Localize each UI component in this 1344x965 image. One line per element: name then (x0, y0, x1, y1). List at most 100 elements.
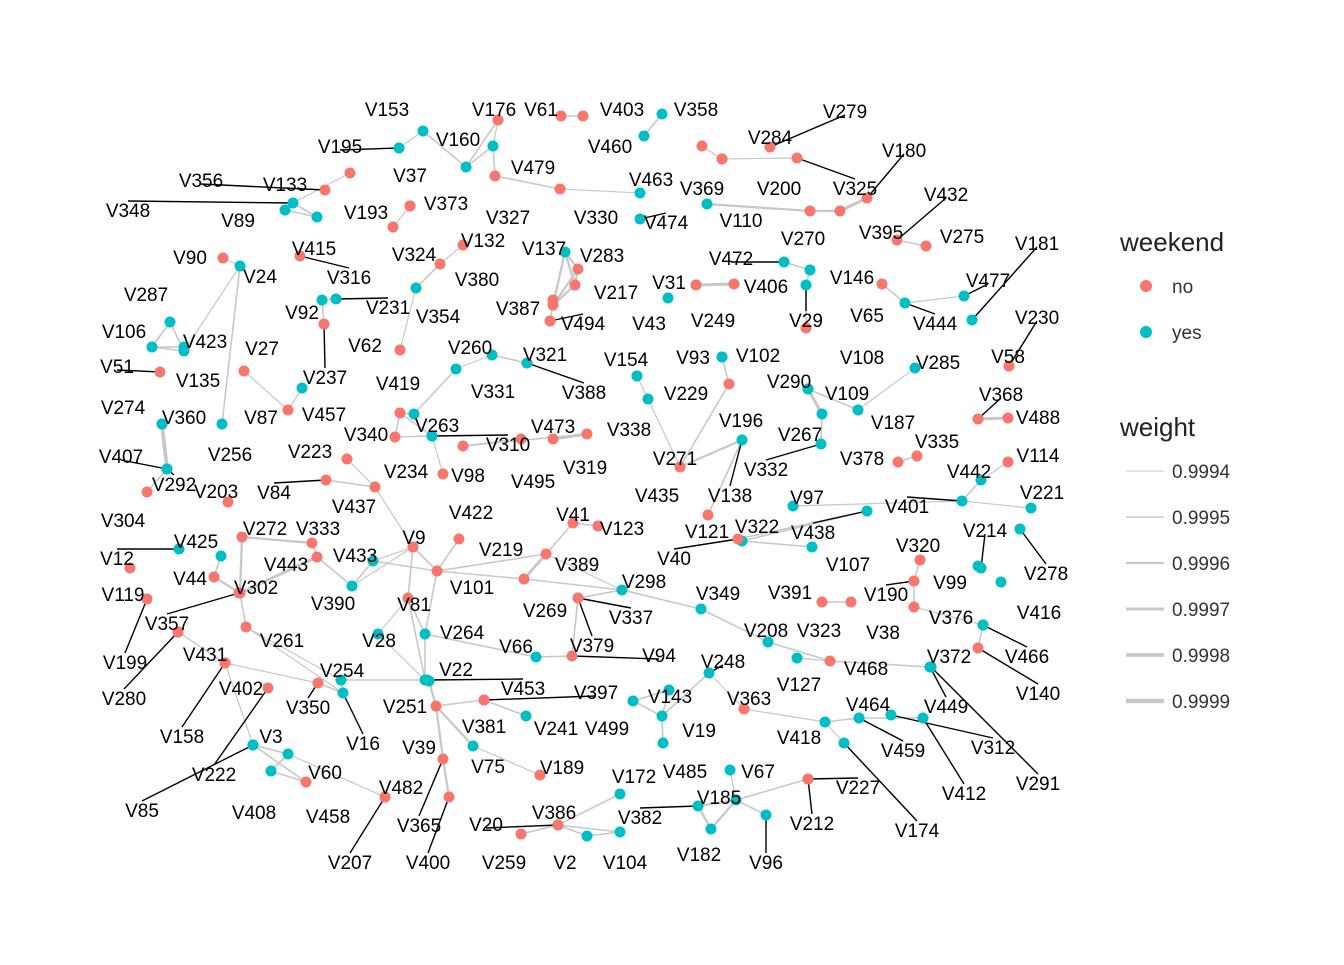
node-v365 (437, 753, 449, 765)
node-v316 (294, 250, 306, 262)
node-label-v43: V43 (632, 314, 666, 335)
edge-v260-v388 (491, 354, 528, 364)
node-label-v381: V381 (462, 717, 506, 738)
edge-v261-v16 (245, 626, 344, 694)
node-v75 (467, 740, 479, 752)
node-label-v435: V435 (635, 486, 679, 507)
node-label-v114: V114 (1017, 446, 1060, 467)
leader-line-v138 (729, 439, 743, 487)
edge-v75-v189 (472, 745, 541, 776)
node-label-v51: V51 (100, 357, 134, 378)
node-v435 (674, 461, 686, 473)
edge-v3-v60 (252, 744, 289, 755)
node-label-v356: V356 (179, 171, 223, 192)
legend-label-weight-4: 0.9998 (1172, 646, 1230, 667)
node-label-v94: V94 (642, 646, 676, 667)
edge-v109-v187 (807, 388, 859, 411)
edge-v127-v468 (796, 657, 831, 662)
node-label-v93: V93 (676, 348, 710, 369)
edge-v269-v298 (523, 578, 623, 591)
node-v41 (567, 517, 579, 529)
edge-v437-v9 (374, 486, 414, 548)
edge-v302-v261 (239, 592, 247, 628)
node-label-v432: V432 (924, 185, 968, 206)
node-v20 (552, 819, 564, 831)
edge-v9-v81 (407, 546, 414, 599)
node-v338 (642, 393, 654, 405)
node-v348 (287, 197, 299, 209)
node-v304 (141, 486, 153, 498)
edge-v37-v176 (465, 119, 499, 168)
node-label-v108: V108 (840, 348, 884, 369)
node-label-v321: V321 (523, 345, 567, 366)
leader-line-v365 (418, 758, 444, 817)
node-v389 (540, 548, 552, 560)
node-label-v219: V219 (479, 540, 523, 561)
node-label-v104: V104 (603, 853, 648, 874)
node-v279 (764, 141, 776, 153)
node-v412 (917, 712, 929, 724)
node-v463 (634, 187, 646, 199)
node-v485 (657, 737, 669, 749)
node-v438 (861, 505, 873, 517)
node-v223 (341, 453, 353, 465)
node-label-v458: V458 (306, 807, 350, 828)
node-label-v391: V391 (768, 583, 812, 604)
node-label-v127: V127 (777, 675, 821, 696)
node-v474 (634, 213, 646, 225)
node-label-v494: V494 (561, 314, 606, 335)
edge-v269-v101 (436, 570, 525, 580)
node-label-v195: V195 (318, 137, 362, 158)
node-label-v154: V154 (604, 350, 649, 371)
node-v39 (430, 700, 442, 712)
node-v270 (804, 205, 816, 217)
node-label-v338: V338 (607, 420, 651, 441)
node-v466 (977, 619, 989, 631)
node-v121 (702, 509, 714, 521)
node-v269 (518, 573, 530, 585)
node-label-v459: V459 (881, 741, 925, 762)
node-label-v234: V234 (384, 462, 429, 483)
edge-v24-v423 (183, 265, 241, 352)
node-label-v388: V388 (562, 383, 606, 404)
node-v196 (723, 378, 735, 390)
node-v219 (453, 533, 465, 545)
edge-v259-v386 (520, 824, 559, 835)
node-label-v368: V368 (979, 385, 1023, 406)
leader-line-v84 (273, 479, 327, 484)
node-label-v158: V158 (160, 727, 204, 748)
node-label-v433: V433 (333, 546, 377, 567)
node-v363 (738, 703, 750, 715)
edge-v322-v107 (741, 540, 813, 548)
node-v87 (282, 404, 294, 416)
node-label-v357: V357 (145, 614, 189, 635)
node-v90 (217, 252, 229, 264)
node-label-v143: V143 (648, 687, 692, 708)
node-v373 (404, 200, 416, 212)
node-v195 (393, 142, 405, 154)
node-label-v477: V477 (966, 271, 1010, 292)
node-label-v350: V350 (286, 698, 330, 719)
node-label-v397: V397 (574, 683, 618, 704)
node-label-v425: V425 (174, 532, 218, 553)
node-label-v92: V92 (285, 303, 319, 324)
edge-v41-v389 (545, 522, 574, 555)
edge-v298-v337 (577, 589, 623, 599)
node-v12 (173, 543, 185, 555)
node-label-v474: V474 (644, 213, 689, 234)
node-label-v89: V89 (221, 211, 255, 232)
legend-title-weekend: weekend (1119, 227, 1224, 257)
node-label-v360: V360 (162, 408, 206, 429)
edge-v468-v449 (829, 660, 931, 668)
node-label-v292: V292 (152, 475, 196, 496)
node-label-v272: V272 (243, 519, 287, 540)
leader-line-v227 (807, 777, 859, 780)
edge-v271-v196 (679, 383, 730, 468)
node-label-v260: V260 (448, 338, 492, 359)
edge-v94-v379 (571, 597, 579, 657)
edge-v260-v331 (455, 354, 493, 370)
node-v418 (819, 716, 831, 728)
node-label-v217: V217 (594, 283, 638, 304)
node-label-v9: V9 (402, 528, 425, 549)
node-label-v123: V123 (600, 519, 644, 540)
